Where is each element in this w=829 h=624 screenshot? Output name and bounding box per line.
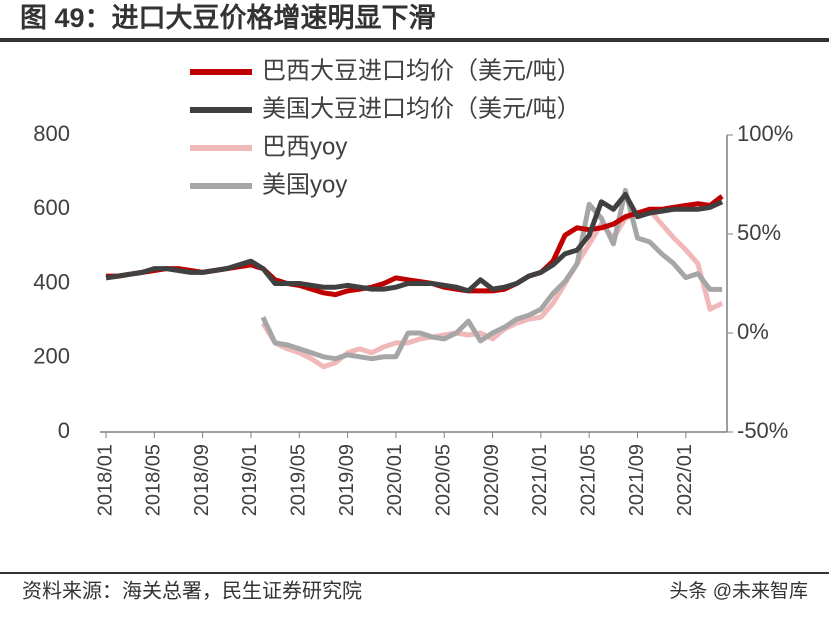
- x-tick-label: 2020/09: [481, 444, 503, 516]
- y-tick-label: 600: [33, 195, 70, 220]
- legend-label: 美国yoy: [262, 171, 347, 198]
- x-tick-label: 2020/01: [384, 444, 406, 516]
- x-tick-label: 2019/05: [288, 444, 310, 516]
- x-tick-label: 2019/01: [239, 444, 261, 516]
- legend-label: 巴西大豆进口均价（美元/吨）: [262, 57, 581, 84]
- x-tick-label: 2021/05: [577, 444, 599, 516]
- y-tick-label: 0: [58, 418, 70, 443]
- x-tick-label: 2022/01: [674, 444, 696, 516]
- series-line: [105, 191, 724, 294]
- y2-tick-label: 50%: [737, 220, 781, 245]
- y2-tick-label: -50%: [737, 418, 788, 443]
- x-tick-label: 2021/09: [626, 444, 648, 516]
- chart-title: 图 49：进口大豆价格增速明显下滑: [20, 2, 436, 33]
- source-note: 资料来源：海关总署，民生证券研究院: [22, 579, 362, 602]
- x-tick-label: 2018/05: [143, 444, 165, 516]
- footer-rule: [0, 572, 829, 574]
- y-tick-label: 200: [33, 344, 70, 369]
- x-tick-label: 2018/01: [94, 444, 116, 516]
- x-tick-label: 2018/09: [191, 444, 213, 516]
- y-tick-label: 400: [33, 269, 70, 294]
- legend-label: 美国大豆进口均价（美元/吨）: [262, 95, 581, 122]
- y-tick-label: 800: [33, 121, 70, 146]
- legend-label: 巴西yoy: [262, 133, 347, 160]
- x-tick-label: 2020/05: [433, 444, 455, 516]
- watermark: 头条 @未来智库: [669, 580, 808, 602]
- y2-tick-label: 0%: [737, 319, 769, 344]
- x-tick-label: 2019/09: [336, 444, 358, 516]
- series-line: [260, 187, 723, 362]
- y2-tick-label: 100%: [737, 121, 793, 146]
- title-rule: [0, 38, 829, 42]
- x-tick-label: 2021/01: [529, 444, 551, 516]
